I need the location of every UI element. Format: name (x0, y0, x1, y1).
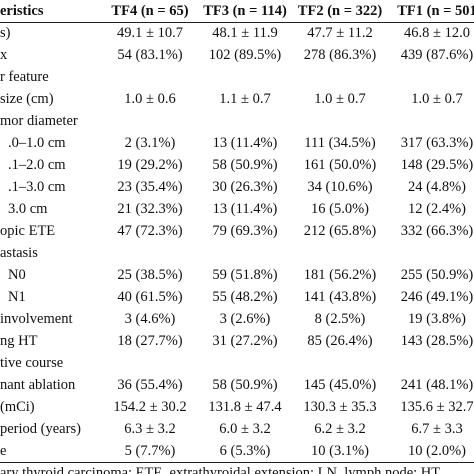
value-cell: 36 (55.4%) (117, 377, 183, 393)
value-cell: 5 (7.7%) (124, 443, 176, 459)
row-label: size (cm) (0, 91, 54, 107)
value-cell: 1.1 ± 0.7 (219, 91, 271, 107)
value-cell: 46.8 ± 12.0 (404, 25, 470, 41)
value-cell: 13 (11.4%) (212, 201, 278, 217)
row-label: period (years) (0, 421, 81, 437)
header-cell: TF1 (n = 501 (397, 3, 474, 19)
value-cell: 212 (65.8%) (303, 223, 377, 239)
value-cell: 47.7 ± 11.2 (307, 25, 373, 41)
row-label: e (0, 443, 7, 459)
value-cell: 21 (32.3%) (117, 201, 183, 217)
value-cell: 317 (63.3%) (400, 135, 474, 151)
value-cell: 10 (3.1%) (311, 443, 369, 459)
value-cell: 79 (69.3%) (212, 223, 278, 239)
header-cell: TF2 (n = 322) (297, 3, 383, 19)
value-cell: 332 (66.3%) (400, 223, 474, 239)
row-label: .0–1.0 cm (8, 135, 66, 151)
value-cell: 255 (50.9%) (400, 267, 474, 283)
value-cell: 40 (61.5%) (117, 289, 183, 305)
value-cell: 278 (86.3%) (303, 47, 377, 63)
row-label: x (0, 47, 8, 63)
value-cell: 439 (87.6%) (400, 47, 474, 63)
row-label: r feature (0, 69, 49, 85)
value-cell: 58 (50.9%) (212, 157, 278, 173)
value-cell: 34 (10.6%) (307, 179, 373, 195)
row-label: mor diameter (0, 113, 78, 129)
value-cell: 6.3 ± 3.2 (124, 421, 176, 437)
value-cell: 12 (2.4%) (408, 201, 466, 217)
header-cell: eristics (0, 3, 44, 19)
row-label: .1–3.0 cm (8, 179, 66, 195)
row-label: N0 (8, 267, 26, 283)
value-cell: 48.1 ± 11.9 (212, 25, 278, 41)
value-cell: 30 (26.3%) (212, 179, 278, 195)
value-cell: 111 (34.5%) (304, 135, 376, 151)
value-cell: 6.2 ± 3.2 (314, 421, 366, 437)
value-cell: 23 (35.4%) (117, 179, 183, 195)
value-cell: 25 (38.5%) (117, 267, 183, 283)
value-cell: 6.7 ± 3.3 (411, 421, 463, 437)
value-cell: 145 (45.0%) (303, 377, 377, 393)
value-cell: 154.2 ± 30.2 (113, 399, 187, 415)
value-cell: 19 (3.8%) (408, 311, 466, 327)
value-cell: 85 (26.4%) (307, 333, 373, 349)
value-cell: 102 (89.5%) (208, 47, 282, 63)
row-label: N1 (8, 289, 26, 305)
row-label: involvement (0, 311, 73, 327)
header-cell: TF3 (n = 114) (203, 3, 287, 19)
footnote: ary thyroid carcinoma; ETE, extrathyroid… (0, 465, 443, 474)
value-cell: 8 (2.5%) (314, 311, 366, 327)
value-cell: 54 (83.1%) (117, 47, 183, 63)
row-label: .1–2.0 cm (8, 157, 66, 173)
value-cell: 241 (48.1%) (400, 377, 474, 393)
value-cell: 6 (5.3%) (219, 443, 271, 459)
row-label: 3.0 cm (8, 201, 48, 217)
value-cell: 49.1 ± 10.7 (117, 25, 183, 41)
value-cell: 3 (4.6%) (124, 311, 176, 327)
row-label: opic ETE (0, 223, 56, 239)
value-cell: 141 (43.8%) (303, 289, 377, 305)
value-cell: 161 (50.0%) (303, 157, 377, 173)
value-cell: 3 (2.6%) (219, 311, 271, 327)
value-cell: 47 (72.3%) (117, 223, 183, 239)
value-cell: 18 (27.7%) (117, 333, 183, 349)
value-cell: 31 (27.2%) (212, 333, 278, 349)
value-cell: 10 (2.0%) (408, 443, 466, 459)
value-cell: 1.0 ± 0.7 (411, 91, 463, 107)
value-cell: 55 (48.2%) (212, 289, 278, 305)
row-label: (mCi) (0, 399, 35, 415)
value-cell: 1.0 ± 0.7 (314, 91, 366, 107)
value-cell: 130.3 ± 35.3 (303, 399, 377, 415)
row-label: nant ablation (0, 377, 76, 393)
value-cell: 1.0 ± 0.6 (124, 91, 176, 107)
value-cell: 143 (28.5%) (400, 333, 474, 349)
value-cell: 131.8 ± 47.4 (208, 399, 282, 415)
value-cell: 13 (11.4%) (212, 135, 278, 151)
value-cell: 148 (29.5%) (400, 157, 474, 173)
value-cell: 24 (4.8%) (408, 179, 466, 195)
value-cell: 246 (49.1%) (400, 289, 474, 305)
value-cell: 59 (51.8%) (212, 267, 278, 283)
value-cell: 181 (56.2%) (303, 267, 377, 283)
row-label: ng HT (0, 333, 38, 349)
row-label: astasis (0, 245, 38, 261)
row-label: s) (0, 25, 11, 41)
value-cell: 16 (5.0%) (311, 201, 369, 217)
value-cell: 135.6 ± 32.7 (400, 399, 474, 415)
row-label: tive course (0, 355, 64, 371)
bottom-rule (0, 462, 474, 463)
value-cell: 58 (50.9%) (212, 377, 278, 393)
value-cell: 2 (3.1%) (124, 135, 176, 151)
value-cell: 19 (29.2%) (117, 157, 183, 173)
header-cell: TF4 (n = 65) (111, 3, 189, 19)
header-rule (0, 22, 474, 23)
value-cell: 6.0 ± 3.2 (219, 421, 271, 437)
